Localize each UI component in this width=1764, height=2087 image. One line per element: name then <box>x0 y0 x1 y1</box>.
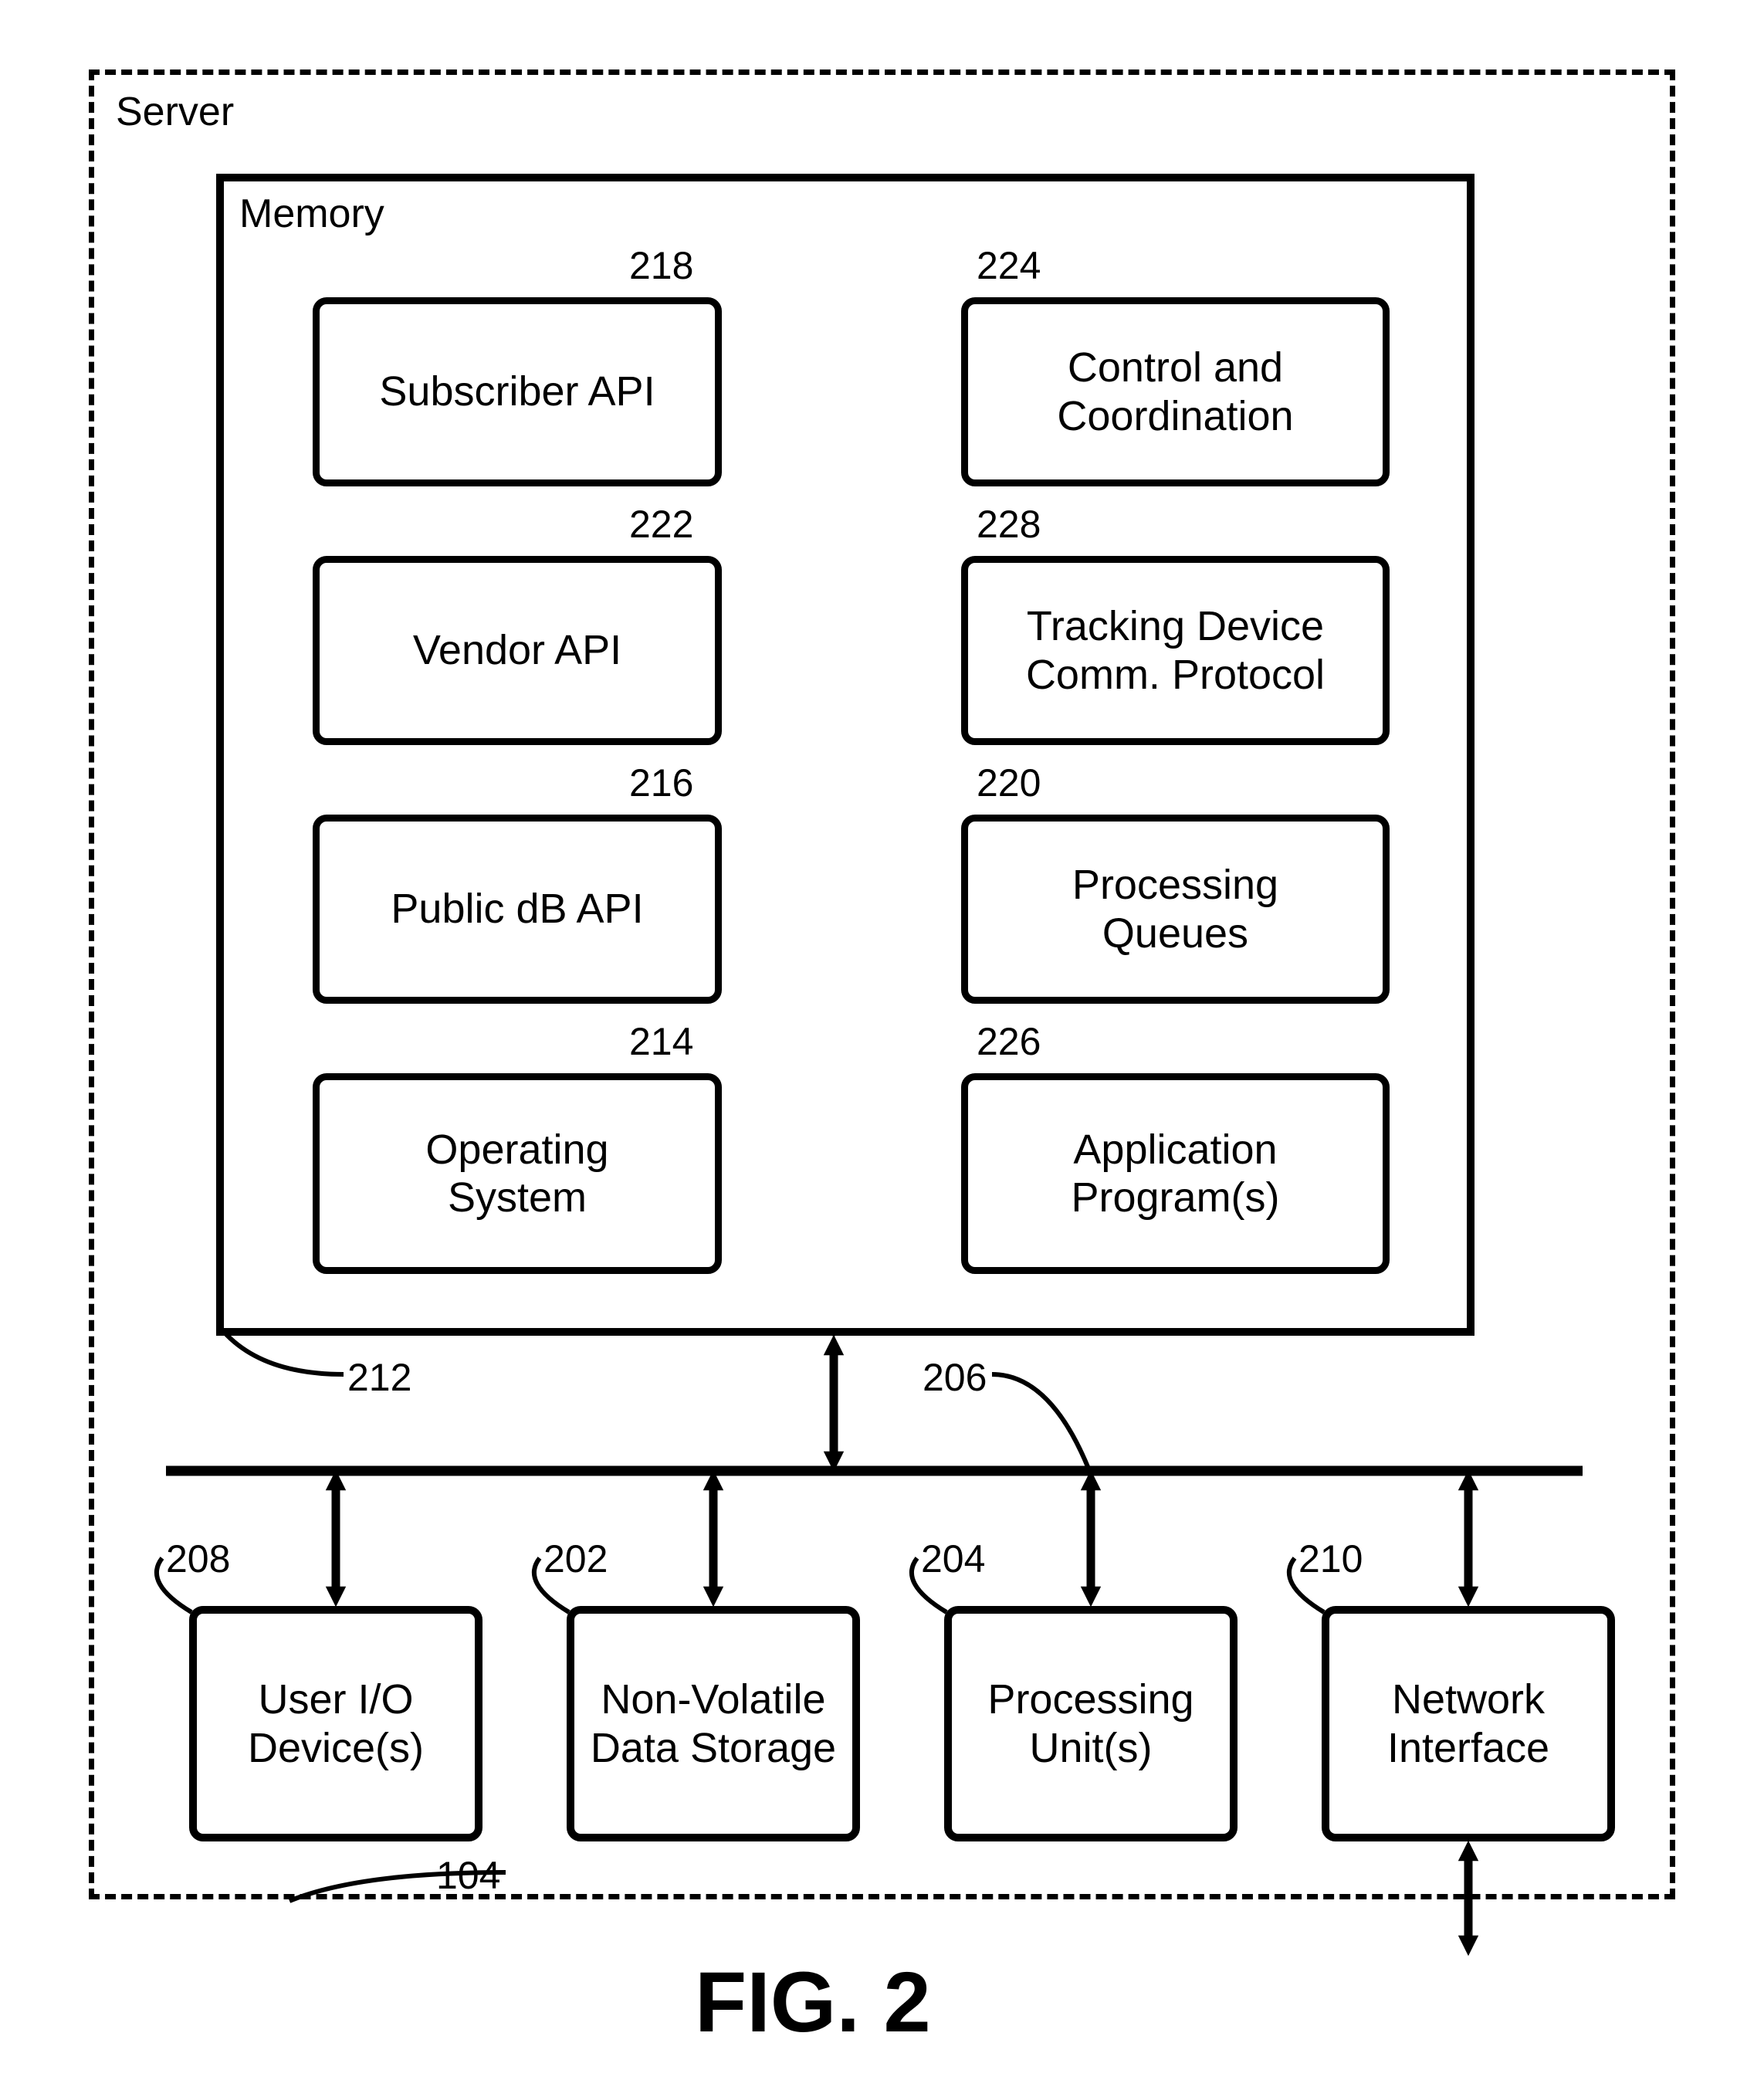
memory-ref: 212 <box>347 1355 411 1400</box>
hw-user-io: User I/O Device(s) <box>189 1606 482 1841</box>
hw-processing-units-label: Processing Unit(s) <box>987 1675 1193 1771</box>
ref-user-io: 208 <box>166 1536 230 1581</box>
module-operating-system: Operating System <box>313 1073 722 1274</box>
ref-processing-queues: 220 <box>977 761 1041 805</box>
ref-operating-system: 214 <box>629 1019 693 1064</box>
ref-tracking-comm: 228 <box>977 502 1041 547</box>
hw-nv-storage-label: Non-Volatile Data Storage <box>591 1675 836 1771</box>
server-label: Server <box>116 89 234 135</box>
figure-caption: FIG. 2 <box>695 1953 931 2051</box>
module-app-programs: Application Program(s) <box>961 1073 1390 1274</box>
ref-processing-units: 204 <box>921 1536 985 1581</box>
ref-nv-storage: 202 <box>543 1536 608 1581</box>
module-subscriber-api-label: Subscriber API <box>379 368 655 415</box>
figure-stage: Server 104 Memory 212 Subscriber API 218 Vendo… <box>0 0 1764 2087</box>
module-control-coord-label: Control and Coordination <box>1057 344 1293 439</box>
ref-control-coord: 224 <box>977 243 1041 288</box>
hw-network-interface: Network Interface <box>1322 1606 1615 1841</box>
hw-user-io-label: User I/O Device(s) <box>248 1675 424 1771</box>
ref-app-programs: 226 <box>977 1019 1041 1064</box>
module-vendor-api: Vendor API <box>313 556 722 745</box>
hw-network-interface-label: Network Interface <box>1387 1675 1549 1771</box>
module-processing-queues: Processing Queues <box>961 815 1390 1004</box>
system-bus-ref: 206 <box>923 1355 987 1400</box>
hw-nv-storage: Non-Volatile Data Storage <box>567 1606 860 1841</box>
module-app-programs-label: Application Program(s) <box>1071 1126 1279 1221</box>
module-vendor-api-label: Vendor API <box>413 626 621 674</box>
ref-subscriber-api: 218 <box>629 243 693 288</box>
module-public-db-api: Public dB API <box>313 815 722 1004</box>
hw-processing-units: Processing Unit(s) <box>944 1606 1238 1841</box>
server-ref: 104 <box>436 1853 500 1898</box>
ref-public-db-api: 216 <box>629 761 693 805</box>
module-tracking-comm-label: Tracking Device Comm. Protocol <box>1026 602 1325 698</box>
module-subscriber-api: Subscriber API <box>313 297 722 486</box>
module-tracking-comm: Tracking Device Comm. Protocol <box>961 556 1390 745</box>
module-operating-system-label: Operating System <box>425 1126 608 1221</box>
ref-network-interface: 210 <box>1298 1536 1363 1581</box>
module-processing-queues-label: Processing Queues <box>1072 861 1278 957</box>
memory-label: Memory <box>239 191 384 237</box>
module-public-db-api-label: Public dB API <box>391 885 643 933</box>
ref-vendor-api: 222 <box>629 502 693 547</box>
module-control-coord: Control and Coordination <box>961 297 1390 486</box>
